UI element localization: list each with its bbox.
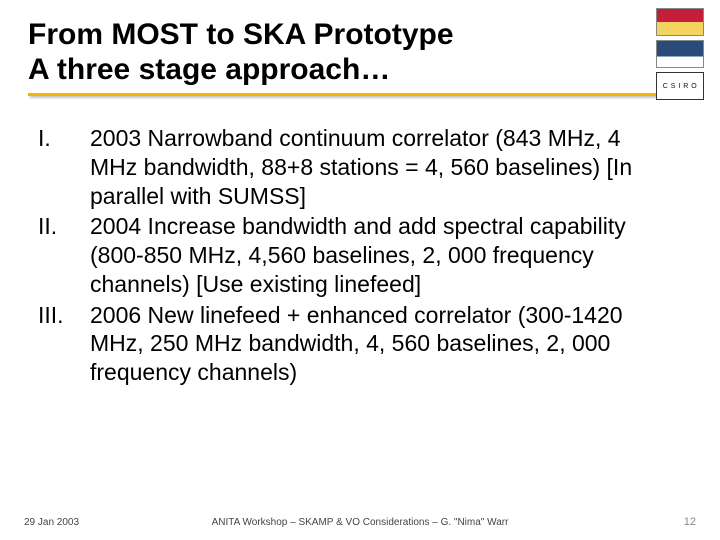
slide-title: From MOST to SKA Prototype A three stage… [28,18,692,87]
title-line-2: A three stage approach… [28,53,612,88]
footer-date: 29 Jan 2003 [24,517,79,528]
csiro-logo: C S I R O [656,72,704,100]
list-text: 2006 New linefeed + enhanced correlator … [90,301,672,387]
stage-list: I. 2003 Narrowband continuum correlator … [28,124,692,387]
slide-footer: 29 Jan 2003 ANITA Workshop – SKAMP & VO … [0,516,720,528]
list-item: II. 2004 Increase bandwidth and add spec… [38,212,672,298]
list-roman: II. [38,212,90,298]
title-underline [28,93,688,96]
logo-stack: C S I R O [656,8,704,100]
title-line-1: From MOST to SKA Prototype [28,18,612,53]
slide: C S I R O From MOST to SKA Prototype A t… [0,0,720,540]
list-roman: I. [38,124,90,210]
list-item: I. 2003 Narrowband continuum correlator … [38,124,672,210]
list-item: III. 2006 New linefeed + enhanced correl… [38,301,672,387]
footer-center: ANITA Workshop – SKAMP & VO Consideratio… [212,517,509,528]
list-text: 2003 Narrowband continuum correlator (84… [90,124,672,210]
page-number: 12 [684,516,696,528]
list-text: 2004 Increase bandwidth and add spectral… [90,212,672,298]
university-crest-logo [656,8,704,36]
radio-dish-logo [656,40,704,68]
list-roman: III. [38,301,90,387]
